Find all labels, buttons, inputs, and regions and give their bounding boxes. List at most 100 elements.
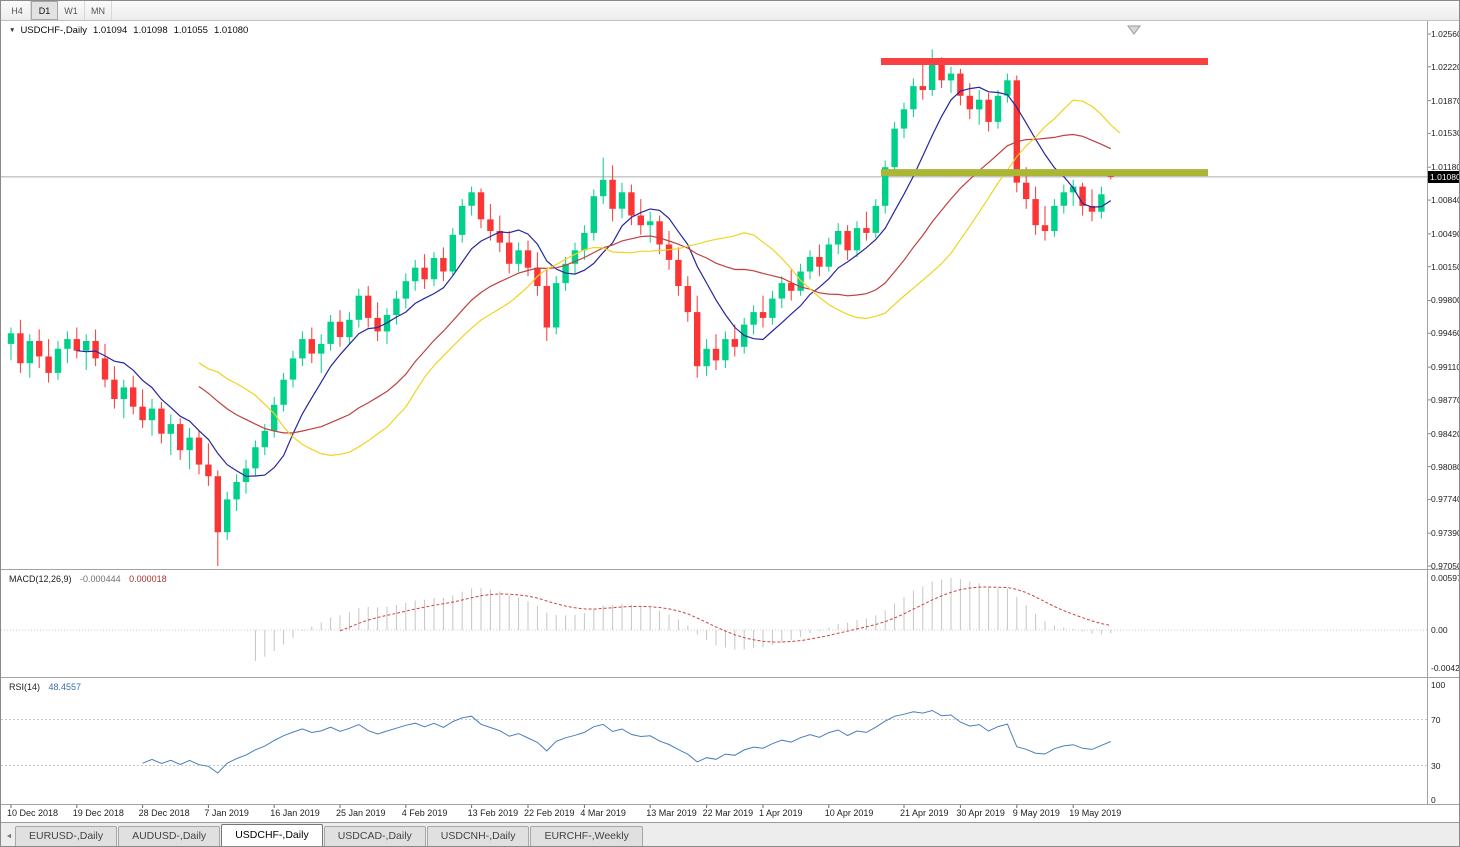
candle xyxy=(759,295,767,328)
price-axis-label: 0.99110 xyxy=(1431,362,1460,373)
chart-shift-marker-icon[interactable] xyxy=(1127,25,1141,35)
price-axis-label: 0.99800 xyxy=(1431,295,1460,306)
time-axis-label: 9 May 2019 xyxy=(1012,808,1060,818)
rsi-axis-label: 0 xyxy=(1431,795,1436,805)
time-axis-label: 4 Feb 2019 xyxy=(401,808,448,818)
candle xyxy=(101,343,109,388)
macd-axis-label: 0.00597 xyxy=(1431,573,1460,583)
time-axis-label: 30 Apr 2019 xyxy=(956,808,1005,818)
current-price-tag: 1.01080 xyxy=(1428,171,1460,183)
time-axis-label: 28 Dec 2018 xyxy=(138,808,190,818)
candle xyxy=(318,334,325,373)
price-axis-label: 0.99460 xyxy=(1431,328,1460,339)
candle xyxy=(261,424,268,455)
macd-axis-label: 0.00 xyxy=(1431,625,1448,635)
candle xyxy=(844,225,851,260)
candle xyxy=(637,199,644,235)
candle xyxy=(872,199,879,238)
candle xyxy=(694,295,701,378)
candle xyxy=(17,319,24,373)
resistance-line[interactable] xyxy=(881,58,1208,65)
candle xyxy=(976,90,983,125)
macd-signal-value: 0.000018 xyxy=(129,574,167,584)
macd-main-value: -0.000444 xyxy=(80,574,121,584)
rsi-name: RSI(14) xyxy=(9,682,41,692)
time-axis-label: 10 Apr 2019 xyxy=(824,808,874,818)
candle xyxy=(665,231,673,270)
candle xyxy=(158,401,165,444)
candle xyxy=(195,430,203,475)
candle xyxy=(64,331,71,364)
candle xyxy=(393,290,400,325)
candle xyxy=(167,414,174,455)
macd-histogram xyxy=(254,578,1112,661)
candle xyxy=(994,90,1002,129)
time-axis-label: 16 Jan 2019 xyxy=(270,808,320,818)
candle xyxy=(722,331,729,369)
pane-splitter-rsi[interactable] xyxy=(1,677,1459,678)
period-button-h4[interactable]: H4 xyxy=(4,1,31,20)
candle xyxy=(130,375,137,415)
candle xyxy=(656,215,663,255)
price-axis-label: 1.01180 xyxy=(1431,162,1460,173)
candle xyxy=(36,329,43,369)
price-axis-label: 1.01870 xyxy=(1431,95,1460,106)
chart-tab-audusd[interactable]: AUDUSD-,Daily xyxy=(118,826,221,846)
candle xyxy=(487,203,494,241)
collapse-arrow-icon[interactable]: ▼ xyxy=(9,27,16,34)
candle xyxy=(515,242,522,272)
candle xyxy=(139,389,146,428)
candle xyxy=(365,286,372,328)
candle xyxy=(853,221,861,257)
candle xyxy=(45,339,52,383)
candle xyxy=(496,215,503,253)
candle xyxy=(7,327,15,361)
rsi-axis-label: 100 xyxy=(1431,680,1446,690)
ohlc-close: 1.01080 xyxy=(213,25,249,36)
candle xyxy=(355,288,362,328)
candle xyxy=(402,273,409,309)
period-button-d1[interactable]: D1 xyxy=(31,1,58,20)
time-axis-label: 22 Mar 2019 xyxy=(702,808,754,818)
chart-tab-eurusd[interactable]: EURUSD-,Daily xyxy=(15,826,118,846)
chart-tab-usdcnh[interactable]: USDCNH-,Daily xyxy=(426,826,530,846)
candle xyxy=(1060,184,1067,214)
candle xyxy=(900,102,908,139)
price-axis-label: 1.00150 xyxy=(1431,261,1460,272)
time-axis-label: 19 May 2019 xyxy=(1069,808,1122,818)
candle xyxy=(957,68,964,106)
support-line[interactable] xyxy=(881,169,1208,177)
rsi-axis-label: 70 xyxy=(1431,714,1441,725)
candle xyxy=(459,199,466,243)
period-button-mn[interactable]: MN xyxy=(85,1,112,20)
candle xyxy=(684,276,691,322)
price-axis-label: 0.97740 xyxy=(1431,494,1460,505)
candle xyxy=(553,276,560,335)
candle xyxy=(1088,189,1096,222)
candle xyxy=(628,184,635,226)
price-axis-border xyxy=(1427,21,1428,805)
candle xyxy=(769,290,776,325)
chart-tab-eurchf[interactable]: EURCHF-,Weekly xyxy=(530,826,643,846)
candle xyxy=(120,379,127,419)
chart-tab-usdcad[interactable]: USDCAD-,Daily xyxy=(323,826,426,846)
candle xyxy=(468,186,475,216)
period-button-w1[interactable]: W1 xyxy=(58,1,85,20)
pane-splitter-macd[interactable] xyxy=(1,569,1459,570)
candle xyxy=(506,231,513,274)
candle xyxy=(882,160,889,214)
candle xyxy=(1041,205,1049,241)
time-axis-label: 19 Dec 2018 xyxy=(72,808,124,818)
candle xyxy=(1051,199,1058,237)
chart-tab-usdchf[interactable]: USDCHF-,Daily xyxy=(221,824,323,846)
tab-scroll-left-button[interactable]: ◄ xyxy=(5,833,13,840)
rsi-label: RSI(14) 48.4557 xyxy=(9,682,81,692)
candle xyxy=(280,372,287,412)
ohlc-high: 1.01098 xyxy=(133,25,168,36)
candle xyxy=(383,308,391,344)
candle xyxy=(73,327,80,359)
time-axis-label: 22 Feb 2019 xyxy=(524,808,575,818)
candle xyxy=(825,237,832,272)
candle xyxy=(252,440,259,477)
